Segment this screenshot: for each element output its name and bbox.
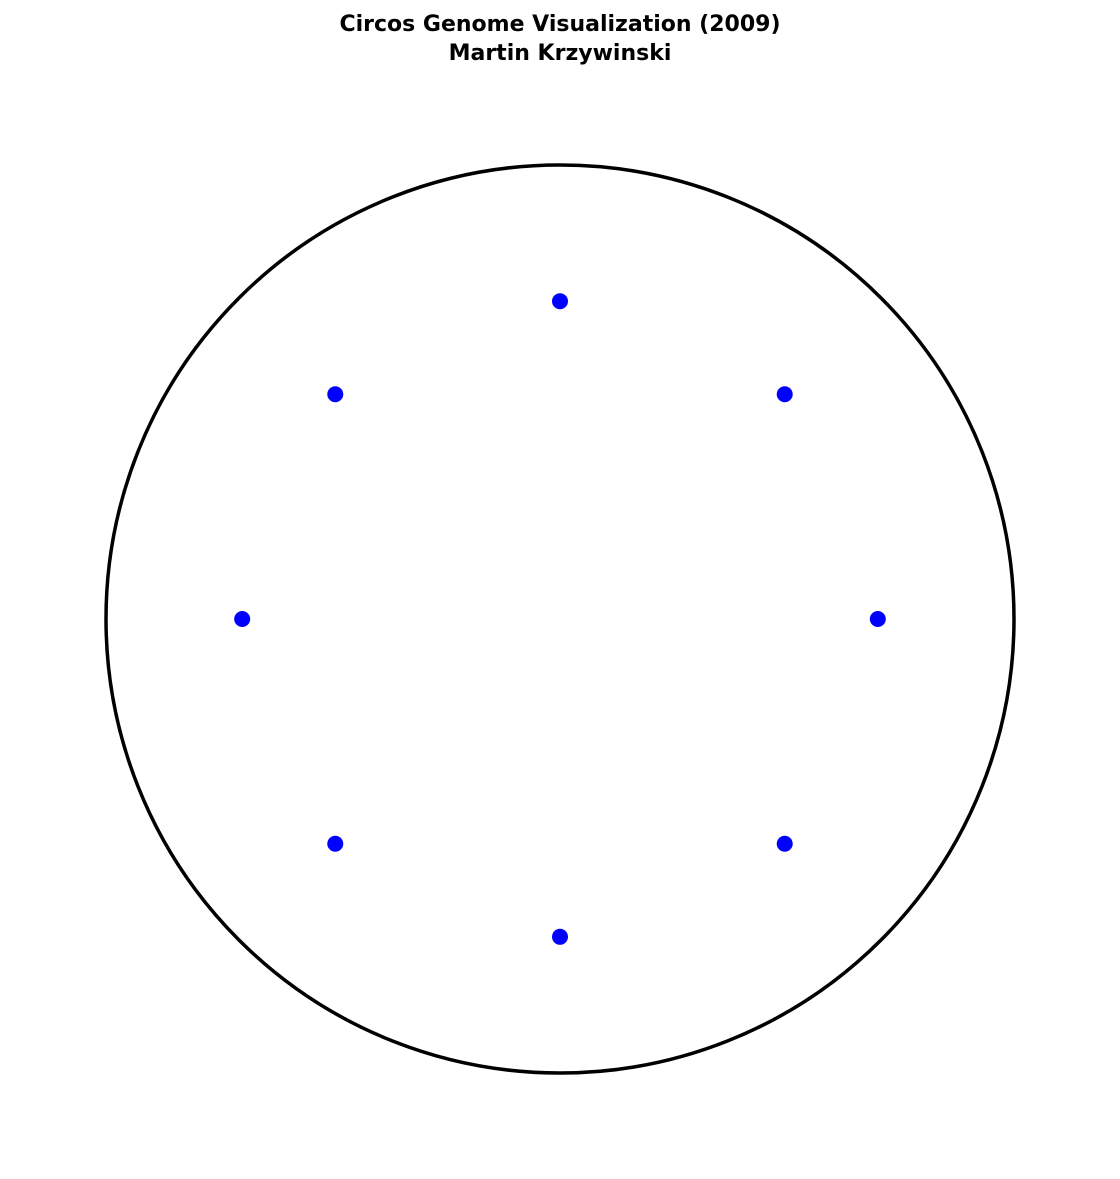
chart-title-block: Circos Genome Visualization (2009) Marti… — [0, 10, 1120, 68]
chart-subtitle: Martin Krzywinski — [448, 41, 672, 66]
data-point-8 — [776, 835, 793, 852]
data-point-3 — [552, 293, 568, 310]
data-point-7 — [552, 928, 568, 945]
chart-title: Circos Genome Visualization (2009) — [339, 12, 781, 37]
data-point-2 — [776, 386, 793, 403]
boundary-circle — [104, 163, 1016, 1075]
data-point-6 — [327, 835, 344, 852]
data-point-1 — [869, 611, 886, 627]
data-point-4 — [327, 386, 344, 403]
data-point-5 — [234, 611, 251, 627]
